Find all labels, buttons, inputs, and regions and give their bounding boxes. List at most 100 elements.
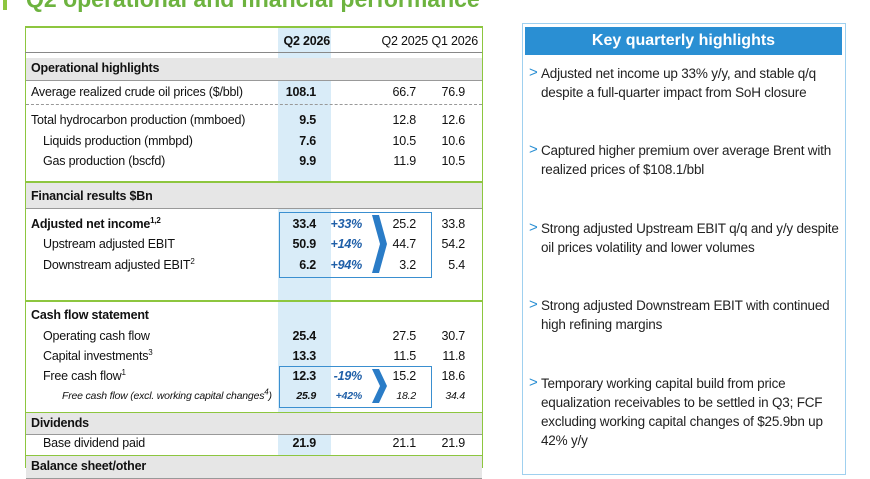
section-title: Dividends	[31, 416, 89, 430]
row-label: Gas production (bscfd)	[43, 153, 165, 169]
row-label: Average realized crude oil prices ($/bbl…	[31, 84, 243, 100]
current-value: 9.9	[299, 154, 316, 168]
current-column-highlight	[278, 27, 331, 468]
highlight-item: Captured higher premium over average Bre…	[541, 143, 831, 177]
table-left-border	[25, 26, 26, 468]
change-value: +33%	[330, 217, 362, 231]
label-text: Liquids production (mmbpd)	[43, 134, 193, 148]
previous-value: 10.5	[392, 134, 416, 148]
highlights-title: Key quarterly highlights	[525, 27, 842, 55]
previous-value: 15.2	[392, 369, 416, 383]
previous-value: 11.9	[393, 154, 416, 168]
label-text: Upstream adjusted EBIT	[43, 237, 175, 251]
section-title: Cash flow statement	[31, 308, 149, 322]
row-label: Upstream adjusted EBIT	[43, 236, 175, 252]
prior-quarter-value: 5.4	[448, 258, 465, 272]
previous-value: 18.2	[396, 390, 416, 402]
prior-quarter-value: 76.9	[441, 85, 465, 99]
row-label: Free cash flow (excl. working capital ch…	[62, 388, 272, 404]
highlight-item: Temporary working capital build from pri…	[541, 376, 823, 448]
label-suffix: )	[268, 390, 273, 402]
previous-value: 25.2	[392, 217, 416, 231]
row-label: Base dividend paid	[43, 435, 145, 451]
prior-quarter-value: 10.5	[441, 154, 465, 168]
section-border	[25, 181, 482, 183]
bullet-marker: >	[529, 219, 538, 236]
current-value: 50.9	[292, 237, 316, 251]
label-text: Base dividend paid	[43, 436, 146, 450]
row-label: Capital investments3	[43, 348, 153, 364]
prior-quarter-value: 18.6	[441, 369, 465, 383]
current-value: 13.3	[292, 349, 316, 363]
section-band	[26, 58, 482, 81]
current-value: 21.9	[292, 436, 316, 450]
row-label: Downstream adjusted EBIT2	[43, 257, 195, 273]
previous-value: 12.8	[392, 113, 416, 127]
label-text: Adjusted net income	[31, 217, 151, 231]
label-text: Downstream adjusted EBIT	[43, 258, 191, 272]
page-title: Q2 operational and financial performance	[26, 0, 480, 13]
footnote-ref: 1,2	[150, 215, 161, 225]
prior-quarter-value: 21.9	[441, 436, 465, 450]
label-text: Operating cash flow	[43, 329, 150, 343]
prior-quarter-value: 10.6	[441, 134, 465, 148]
previous-value: 44.7	[392, 237, 416, 251]
section-border	[25, 300, 482, 302]
page: Q2 operational and financial performance…	[3, 0, 846, 479]
highlight-item: Adjusted net income up 33% y/y, and stab…	[541, 66, 816, 100]
previous-value: 66.7	[392, 85, 416, 99]
label-text: Gas production (bscfd)	[43, 154, 166, 168]
previous-value: 3.2	[399, 258, 416, 272]
previous-value: 11.5	[393, 349, 416, 363]
chevron	[370, 215, 388, 273]
footnote-ref: 2	[190, 256, 195, 266]
prior-quarter-value: 11.8	[442, 349, 465, 363]
bullet-marker: >	[529, 64, 538, 81]
prior-quarter-value: 54.2	[441, 237, 465, 251]
title-accent	[3, 0, 7, 10]
current-value: 7.6	[299, 134, 316, 148]
label-text: Total hydrocarbon production (mmboed)	[31, 113, 246, 127]
row-label: Free cash flow1	[43, 368, 126, 384]
previous-value: 27.5	[392, 329, 416, 343]
highlight-item: Strong adjusted Downstream EBIT with con…	[541, 298, 830, 332]
bullet-marker: >	[529, 296, 538, 313]
bullet-marker: >	[529, 141, 538, 158]
comparison-box	[279, 366, 432, 408]
label-text: Average realized crude oil prices ($/bbl…	[31, 85, 243, 99]
section-title: Financial results $Bn	[31, 189, 153, 203]
footnote-ref: 4	[264, 387, 269, 397]
footnote-ref: 1	[121, 367, 126, 377]
footnote-ref: 3	[148, 347, 153, 357]
section-band	[26, 413, 482, 435]
row-label: Total hydrocarbon production (mmboed)	[31, 112, 245, 128]
row-divider	[26, 104, 482, 105]
label-text: Capital investments	[43, 349, 149, 363]
section-title: Operational highlights	[31, 61, 160, 75]
prior-quarter-value: 12.6	[441, 113, 465, 127]
change-value: -19%	[333, 369, 363, 383]
prior-quarter-value: 30.7	[441, 329, 465, 343]
chevron-icon	[372, 215, 387, 273]
bullet-marker: >	[529, 374, 538, 391]
label-text: Free cash flow (excl. working capital ch…	[62, 390, 265, 402]
section-band	[26, 183, 482, 209]
current-value: 12.3	[292, 369, 316, 383]
current-value: 9.5	[299, 113, 316, 127]
chevron-icon	[372, 369, 387, 403]
table-right-border	[482, 26, 483, 468]
current-value: 33.4	[292, 217, 316, 231]
comparison-box	[279, 212, 432, 278]
row-label: Liquids production (mmbpd)	[43, 133, 193, 149]
column-header: Q1 2026	[431, 34, 478, 48]
row-label: Adjusted net income1,2	[31, 216, 161, 232]
column-header: Q2 2026	[283, 34, 330, 48]
current-value: 25.9	[296, 390, 316, 402]
section-title: Balance sheet/other	[31, 459, 146, 473]
change-value: +42%	[335, 390, 363, 402]
column-header: Q2 2025	[381, 34, 428, 48]
current-value: 25.4	[292, 329, 316, 343]
prior-quarter-value: 33.8	[441, 217, 465, 231]
change-value: +94%	[330, 258, 362, 272]
table-top-border	[25, 26, 482, 28]
